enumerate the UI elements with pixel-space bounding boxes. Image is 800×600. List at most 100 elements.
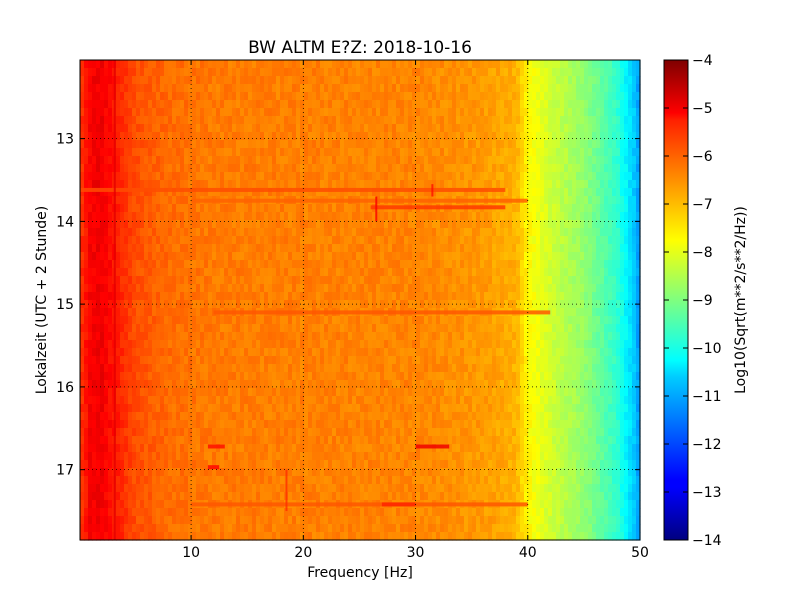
heatmap-cell [280, 76, 285, 85]
heatmap-cell [408, 164, 413, 173]
heatmap-cell [244, 268, 249, 277]
heatmap-cell [320, 124, 325, 133]
heatmap-cell [256, 356, 261, 365]
heatmap-cell [232, 428, 237, 437]
heatmap-cell [140, 452, 145, 461]
heatmap-cell [96, 364, 101, 373]
heatmap-cell [92, 108, 97, 117]
heatmap-cell [372, 164, 377, 173]
heatmap-cell [244, 492, 249, 501]
heatmap-cell [140, 460, 145, 469]
heatmap-cell [256, 276, 261, 285]
heatmap-cell [140, 380, 145, 389]
heatmap-cell [400, 444, 405, 453]
heatmap-cell [408, 372, 413, 381]
heatmap-cell [240, 180, 245, 189]
heatmap-cell [256, 172, 261, 181]
heatmap-cell [88, 340, 93, 349]
heatmap-cell [272, 188, 277, 197]
heatmap-cell [404, 284, 409, 293]
heatmap-cell [384, 148, 389, 157]
heatmap-cell [220, 132, 225, 141]
heatmap-cell [368, 324, 373, 333]
heatmap-cell [116, 172, 121, 181]
heatmap-cell [252, 404, 257, 413]
heatmap-cell [180, 532, 185, 541]
heatmap-cell [404, 460, 409, 469]
heatmap-cell [156, 204, 161, 213]
heatmap-cell [352, 532, 357, 541]
heatmap-cell [152, 292, 157, 301]
heatmap-cell [152, 132, 157, 141]
heatmap-cell [136, 380, 141, 389]
heatmap-cell [412, 116, 417, 125]
heatmap-cell [100, 124, 105, 133]
heatmap-cell [88, 140, 93, 149]
heatmap-cell [400, 252, 405, 261]
heatmap-cell [348, 524, 353, 533]
heatmap-cell [84, 428, 89, 437]
heatmap-cell [368, 364, 373, 373]
heatmap-cell [80, 356, 85, 365]
heatmap-cell [176, 468, 181, 477]
heatmap-cell [376, 60, 381, 69]
heatmap-cell [184, 356, 189, 365]
heatmap-cell [284, 236, 289, 245]
heatmap-cell [276, 164, 281, 173]
heatmap-cell [340, 444, 345, 453]
heatmap-cell [332, 476, 337, 485]
heatmap-cell [188, 412, 193, 421]
heatmap-cell [348, 68, 353, 77]
heatmap-cell [368, 292, 373, 301]
heatmap-cell [312, 284, 317, 293]
heatmap-cell [80, 372, 85, 381]
heatmap-cell [404, 92, 409, 101]
heatmap-cell [240, 156, 245, 165]
heatmap-cell [356, 524, 361, 533]
heatmap-cell [128, 188, 133, 197]
heatmap-cell [384, 532, 389, 541]
heatmap-cell [152, 244, 157, 253]
heatmap-cell [236, 476, 241, 485]
heatmap-cell [388, 156, 393, 165]
heatmap-cell [96, 468, 101, 477]
heatmap-cell [276, 396, 281, 405]
heatmap-cell [96, 348, 101, 357]
heatmap-cell [116, 460, 121, 469]
heatmap-cell [276, 292, 281, 301]
heatmap-cell [188, 372, 193, 381]
heatmap-cell [336, 388, 341, 397]
heatmap-cell [240, 188, 245, 197]
heatmap-cell [304, 260, 309, 269]
heatmap-cell [308, 436, 313, 445]
heatmap-cell [92, 68, 97, 77]
heatmap-cell [140, 444, 145, 453]
heatmap-cell [132, 188, 137, 197]
heatmap-cell [124, 340, 129, 349]
heatmap-cell [92, 188, 97, 197]
heatmap-cell [364, 108, 369, 117]
heatmap-cell [284, 412, 289, 421]
heatmap-cell [292, 228, 297, 237]
heatmap-cell [208, 468, 213, 477]
heatmap-cell [408, 356, 413, 365]
heatmap-cell [84, 244, 89, 253]
heatmap-cell [324, 292, 329, 301]
heatmap-cell [292, 324, 297, 333]
heatmap-cell [304, 508, 309, 517]
heatmap-cell [360, 244, 365, 253]
heatmap-cell [196, 148, 201, 157]
heatmap-cell [136, 244, 141, 253]
heatmap-cell [228, 396, 233, 405]
heatmap-cell [344, 116, 349, 125]
heatmap-cell [280, 292, 285, 301]
heatmap-cell [168, 124, 173, 133]
heatmap-cell [332, 84, 337, 93]
heatmap-cell [252, 364, 257, 373]
heatmap-cell [192, 300, 197, 309]
heatmap-cell [252, 124, 257, 133]
heatmap-cell [100, 380, 105, 389]
heatmap-cell [124, 300, 129, 309]
heatmap-cell [144, 468, 149, 477]
heatmap-cell [184, 188, 189, 197]
